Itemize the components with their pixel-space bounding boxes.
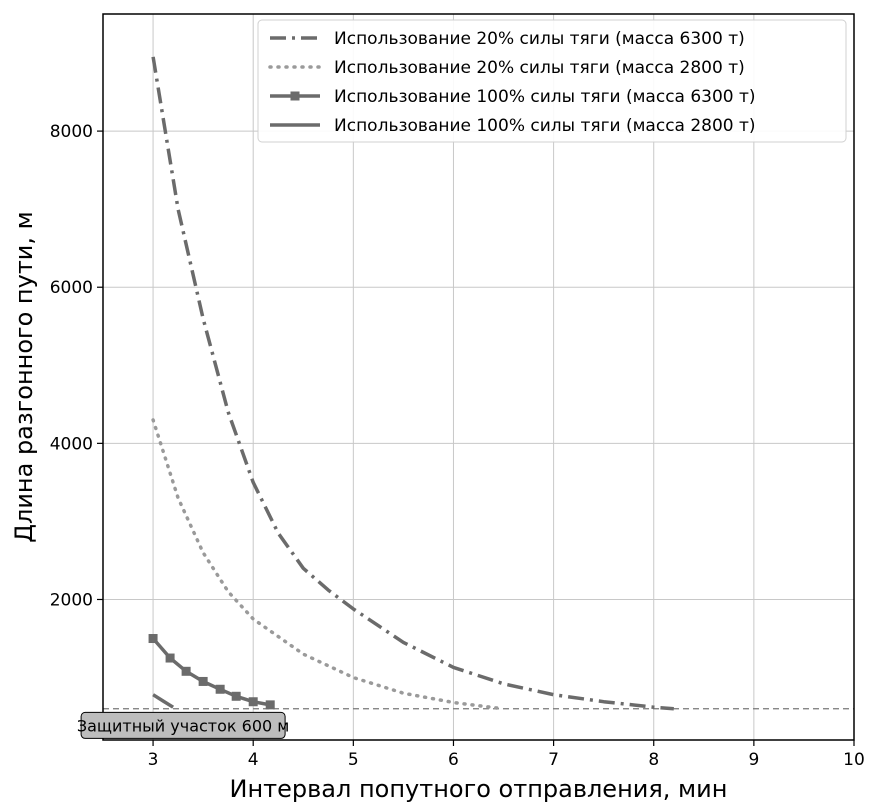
x-tick-label: 9 [748,750,759,770]
legend-label-2: Использование 20% силы тяги (масса 2800 … [334,58,745,78]
legend-box [257,19,847,143]
x-tick-label: 10 [843,750,865,770]
x-tick-label: 6 [448,750,459,770]
series-line-1 [151,56,674,711]
series-line-3 [151,637,271,707]
legend-label-1: Использование 20% силы тяги (масса 6300 … [334,29,745,49]
x-tick-label: 4 [248,750,259,770]
data-point [181,666,191,676]
x-tick-label: 7 [548,750,559,770]
x-tick-label: 3 [148,750,159,770]
series-layer [148,56,674,711]
data-point [198,676,208,686]
y-tick-label: 8000 [50,122,93,142]
series-line-4 [152,693,175,709]
x-tick-label: 5 [348,750,359,770]
y-tick-label: 4000 [50,434,93,454]
annotation-box [80,711,286,739]
annotation: Защитный участок 600 м [77,711,290,739]
y-tick-label: 6000 [50,278,93,298]
data-point [215,684,225,694]
x-axis-title: Интервал попутного отправления, мин [230,775,728,803]
data-point [265,700,275,710]
y-tick-label: 2000 [50,590,93,610]
data-point [231,691,241,701]
data-point [148,634,158,644]
annotation-text: Защитный участок 600 м [77,716,290,735]
plot-frame [102,13,855,741]
legend: Использование 20% силы тяги (масса 6300 … [257,19,847,143]
series-line-2 [151,418,506,711]
legend-marker [290,91,300,101]
legend-label-4: Использование 100% силы тяги (масса 2800… [334,116,756,136]
y-axis-title: Длина разгонного пути, м [10,211,38,543]
x-tick-label: 8 [648,750,659,770]
legend-label-3: Использование 100% силы тяги (масса 6300… [334,87,756,107]
ticks: 3 4 5 6 7 8 9 10 2000 4000 6000 8000 [50,122,865,770]
data-point [165,653,175,663]
data-point [248,697,258,707]
